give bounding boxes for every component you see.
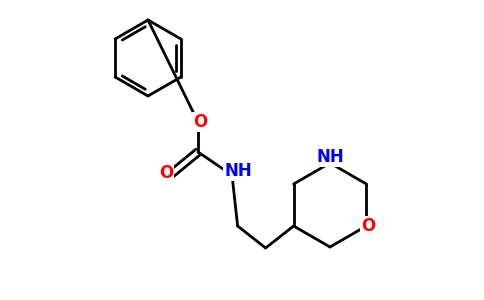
Text: O: O bbox=[361, 217, 376, 235]
Text: NH: NH bbox=[224, 162, 252, 180]
Text: O: O bbox=[159, 164, 173, 182]
Text: O: O bbox=[193, 113, 207, 131]
Text: NH: NH bbox=[316, 148, 344, 166]
